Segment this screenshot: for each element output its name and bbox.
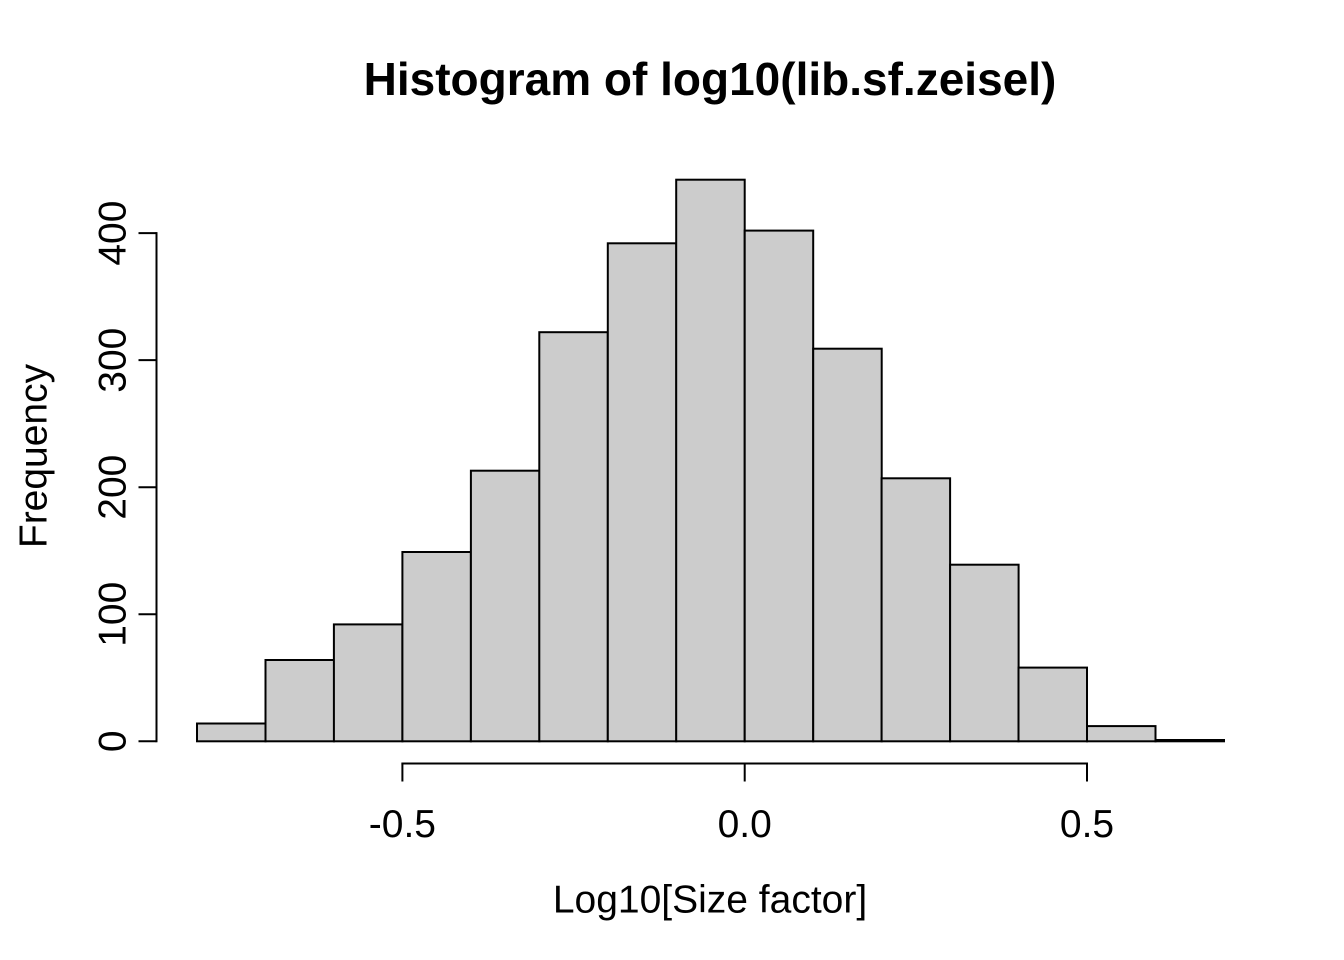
y-tick-label: 200 xyxy=(92,455,135,520)
y-tick-label: 400 xyxy=(92,201,135,266)
x-tick-label: 0.0 xyxy=(718,803,772,846)
histogram-bar xyxy=(1086,725,1157,743)
histogram-bar xyxy=(675,178,746,743)
y-tick-label: 100 xyxy=(92,582,135,647)
histogram-bar xyxy=(264,659,335,743)
histogram-bar xyxy=(1154,739,1225,743)
histogram-bar xyxy=(401,551,472,743)
histogram-bar xyxy=(743,229,815,743)
y-tick-label: 0 xyxy=(92,730,135,752)
histogram-bar xyxy=(606,242,678,743)
histogram-bar xyxy=(812,347,883,743)
y-axis-label: Frequency xyxy=(12,363,56,549)
histogram-bar xyxy=(332,623,404,743)
histogram-bar xyxy=(196,722,267,743)
y-tick-label: 300 xyxy=(92,328,135,393)
histogram-bar xyxy=(538,331,609,743)
x-tick-label: 0.5 xyxy=(1060,803,1114,846)
histogram-bar xyxy=(1017,666,1088,743)
x-axis-label: Log10[Size factor] xyxy=(552,878,868,922)
x-tick-label: -0.5 xyxy=(369,803,436,846)
histogram-bar xyxy=(880,477,952,743)
chart-title: Histogram of log10(lib.sf.zeisel) xyxy=(363,53,1057,105)
histogram-bar xyxy=(469,469,541,743)
histogram-bar xyxy=(949,563,1020,743)
